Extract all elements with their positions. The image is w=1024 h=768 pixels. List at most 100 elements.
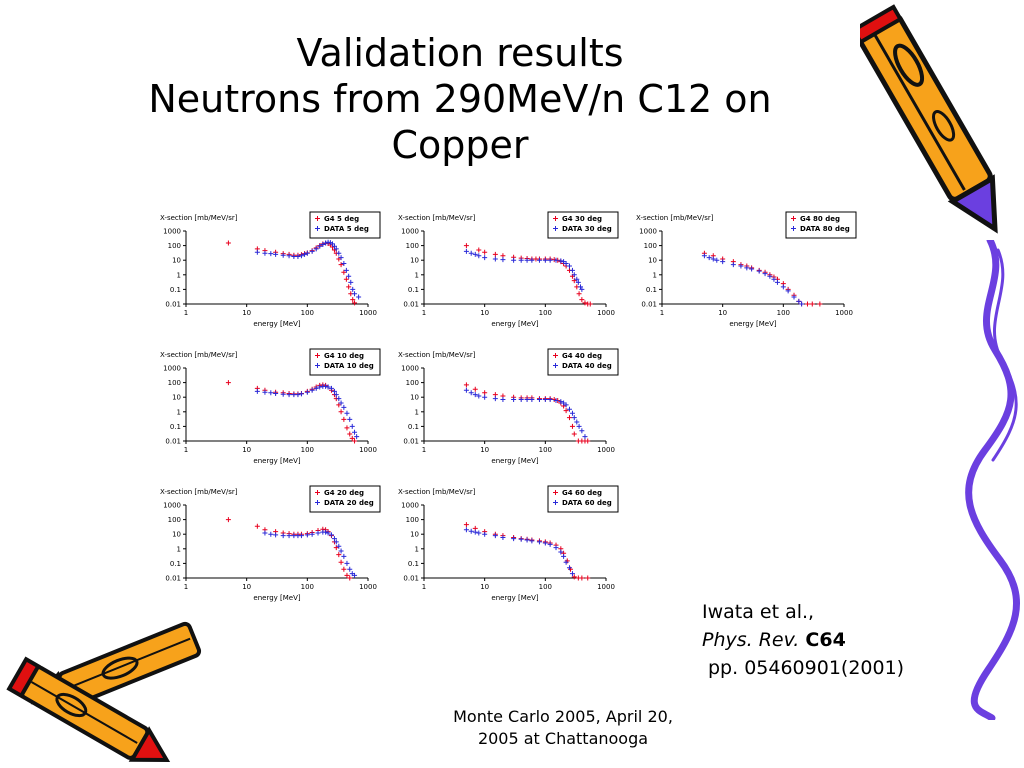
- data-point-data: [286, 253, 292, 259]
- x-tick-label: 1: [184, 583, 188, 591]
- data-point-data: [579, 286, 585, 292]
- pencil-illustration-top: [860, 4, 998, 234]
- y-tick-label: 100: [168, 516, 181, 524]
- x-tick-label: 10: [242, 446, 251, 454]
- data-point-data: [553, 545, 559, 551]
- data-point-data: [542, 257, 548, 263]
- legend-box: [785, 211, 857, 239]
- data-point-data: [328, 385, 334, 391]
- y-tick-label: 10: [172, 531, 181, 539]
- legend-entry: DATA 80 deg: [800, 225, 850, 233]
- data-point-data: [561, 553, 567, 559]
- legend-box: [547, 485, 619, 513]
- y-tick-label: 100: [644, 242, 657, 250]
- data-point-data: [575, 279, 581, 285]
- chart-svg-80deg: 0.01 0.1 1 10 100 1000 1 10 100 1000 X-section [mb…: [636, 211, 857, 328]
- legend-entry: G4 10 deg: [324, 352, 364, 360]
- scribble-decoration: [965, 240, 1020, 720]
- data-point-g4: [585, 438, 591, 444]
- y-tick-label: 0.01: [403, 301, 419, 309]
- x-axis-label: energy [MeV]: [253, 594, 300, 602]
- legend-marker: [315, 216, 320, 221]
- data-point-data: [313, 246, 319, 252]
- x-tick-label: 1000: [359, 309, 377, 317]
- data-point-data: [336, 543, 342, 549]
- data-point-g4: [347, 431, 353, 437]
- data-point-data: [341, 404, 347, 410]
- y-axis-label: X-section [mb/MeV/sr]: [398, 351, 476, 359]
- data-point-data: [524, 396, 530, 402]
- x-tick-label: 1000: [359, 583, 377, 591]
- data-point-data: [476, 530, 482, 536]
- data-point-data: [350, 286, 356, 292]
- y-tick-label: 10: [410, 257, 419, 265]
- data-point-data: [569, 267, 575, 273]
- data-point-g4: [341, 269, 347, 275]
- y-tick-label: 100: [406, 516, 419, 524]
- data-point-data: [547, 541, 553, 547]
- data-point-data: [295, 253, 301, 259]
- data-point-g4: [352, 438, 358, 444]
- data-point-data: [500, 257, 506, 263]
- x-tick-label: 1000: [597, 446, 615, 454]
- y-tick-label: 0.1: [646, 286, 657, 294]
- legend-marker: [553, 226, 558, 231]
- data-point-data: [463, 248, 469, 254]
- data-point-data: [331, 243, 337, 249]
- chart-svg-30deg: 0.01 0.1 1 10 100 1000 1 10 100 1000 X-section [mb…: [398, 211, 619, 328]
- data-point-data: [710, 256, 716, 262]
- data-point-data: [298, 533, 304, 539]
- data-point-data: [344, 560, 350, 566]
- data-point-data: [566, 406, 572, 412]
- data-point-data: [542, 540, 548, 546]
- legend-entry: DATA 60 deg: [562, 499, 612, 507]
- data-point-g4: [563, 408, 569, 414]
- chart-svg-60deg: 0.01 0.1 1 10 100 1000 1 10 100 1000 X-section [mb…: [398, 485, 619, 602]
- data-point-data: [569, 571, 575, 577]
- x-tick-label: 1: [184, 446, 188, 454]
- x-tick-label: 1000: [597, 309, 615, 317]
- data-point-data: [756, 268, 762, 274]
- data-point-data: [262, 250, 268, 256]
- x-tick-label: 100: [301, 583, 314, 591]
- y-tick-label: 1: [415, 408, 419, 416]
- legend-marker: [553, 353, 558, 358]
- data-point-data: [780, 284, 786, 290]
- data-point-data: [356, 294, 362, 300]
- legend-box: [547, 211, 619, 239]
- y-tick-label: 0.01: [641, 301, 657, 309]
- data-point-data: [333, 539, 339, 545]
- data-point-g4: [566, 415, 572, 421]
- data-point-data: [767, 273, 773, 279]
- x-axis-label: energy [MeV]: [491, 457, 538, 465]
- legend-marker: [553, 363, 558, 368]
- data-point-data: [714, 257, 720, 263]
- data-point-g4: [817, 301, 823, 307]
- data-point-data: [582, 434, 588, 440]
- data-point-data: [280, 391, 286, 397]
- x-tick-label: 10: [480, 309, 489, 317]
- x-tick-label: 1: [422, 583, 426, 591]
- data-point-data: [518, 536, 524, 542]
- legend-entry: G4 30 deg: [562, 215, 602, 223]
- data-point-data: [558, 549, 564, 555]
- y-tick-label: 1000: [163, 365, 181, 373]
- data-point-data: [762, 271, 768, 277]
- data-point-data: [518, 257, 524, 263]
- y-axis-label: X-section [mb/MeV/sr]: [160, 488, 238, 496]
- legend-entry: G4 80 deg: [800, 215, 840, 223]
- x-tick-label: 100: [539, 309, 552, 317]
- data-point-data: [701, 253, 707, 259]
- data-point-data: [571, 272, 577, 278]
- data-point-data: [529, 257, 535, 263]
- data-point-data: [482, 394, 488, 400]
- data-point-g4: [225, 517, 231, 523]
- x-axis-label: energy [MeV]: [253, 457, 300, 465]
- data-point-data: [268, 251, 274, 257]
- data-point-data: [325, 384, 331, 390]
- data-point-data: [280, 252, 286, 258]
- chart-panel-30deg: 0.01 0.1 1 10 100 1000 1 10 100 1000 X-section [mb…: [388, 208, 620, 332]
- data-point-data: [254, 388, 260, 394]
- y-tick-label: 0.01: [165, 575, 181, 583]
- legend-marker: [553, 490, 558, 495]
